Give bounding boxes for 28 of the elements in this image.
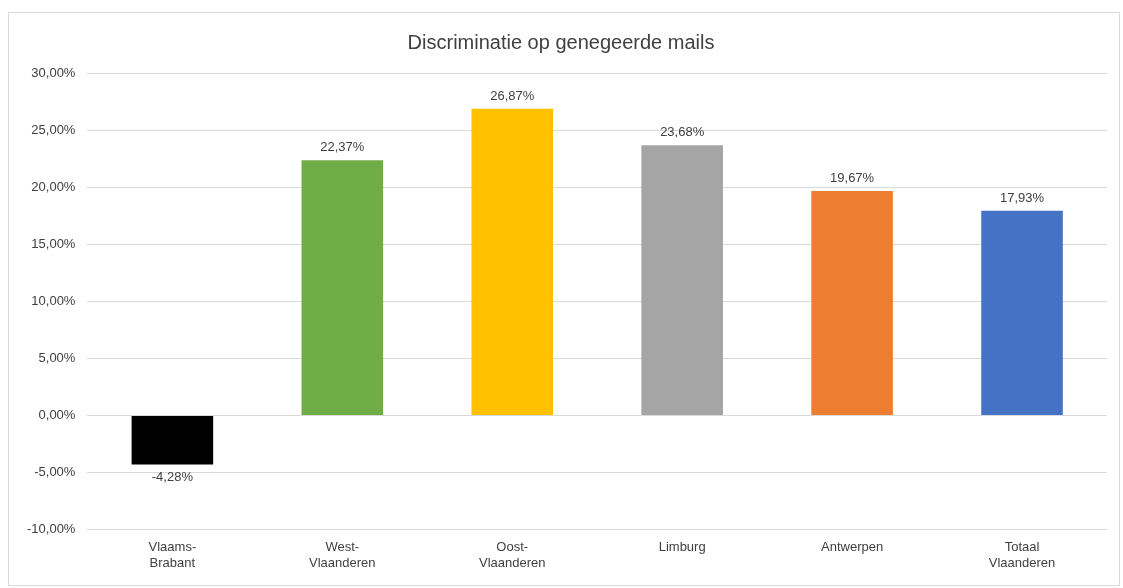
x-tick-label: West- Vlaanderen — [309, 539, 376, 570]
x-tick-label: Vlaams- Brabant — [148, 539, 197, 570]
y-tick-label: -10,00% — [27, 521, 76, 537]
data-label: 17,93% — [999, 189, 1045, 205]
bar — [471, 108, 554, 416]
x-tick-label: Antwerpen — [821, 539, 884, 555]
data-label: 23,68% — [660, 124, 705, 140]
y-tick-label: -5,00% — [34, 464, 76, 480]
y-tick-label: 15,00% — [31, 235, 76, 251]
bar — [981, 210, 1063, 416]
bar — [641, 145, 723, 416]
y-tick-label: 5,00% — [38, 350, 76, 366]
y-tick-label: 0,00% — [38, 407, 76, 423]
data-label: 26,87% — [490, 87, 535, 103]
y-tick-label: 20,00% — [31, 178, 76, 194]
chart-title: Discriminatie op genegeerde mails — [407, 30, 715, 53]
x-tick-label: Totaal Vlaanderen — [988, 539, 1056, 570]
bar — [131, 416, 214, 465]
y-tick-label: 25,00% — [31, 121, 76, 137]
bar — [811, 190, 893, 416]
x-tick-label: Limburg — [658, 539, 706, 555]
data-label: 19,67% — [830, 170, 875, 186]
y-tick-label: 10,00% — [31, 292, 76, 308]
data-label: 22,37% — [320, 139, 365, 155]
data-label: -4,28% — [151, 468, 194, 484]
bar — [301, 160, 384, 416]
y-tick-label: 30,00% — [31, 64, 76, 80]
x-tick-label: Oost- Vlaanderen — [478, 539, 546, 570]
